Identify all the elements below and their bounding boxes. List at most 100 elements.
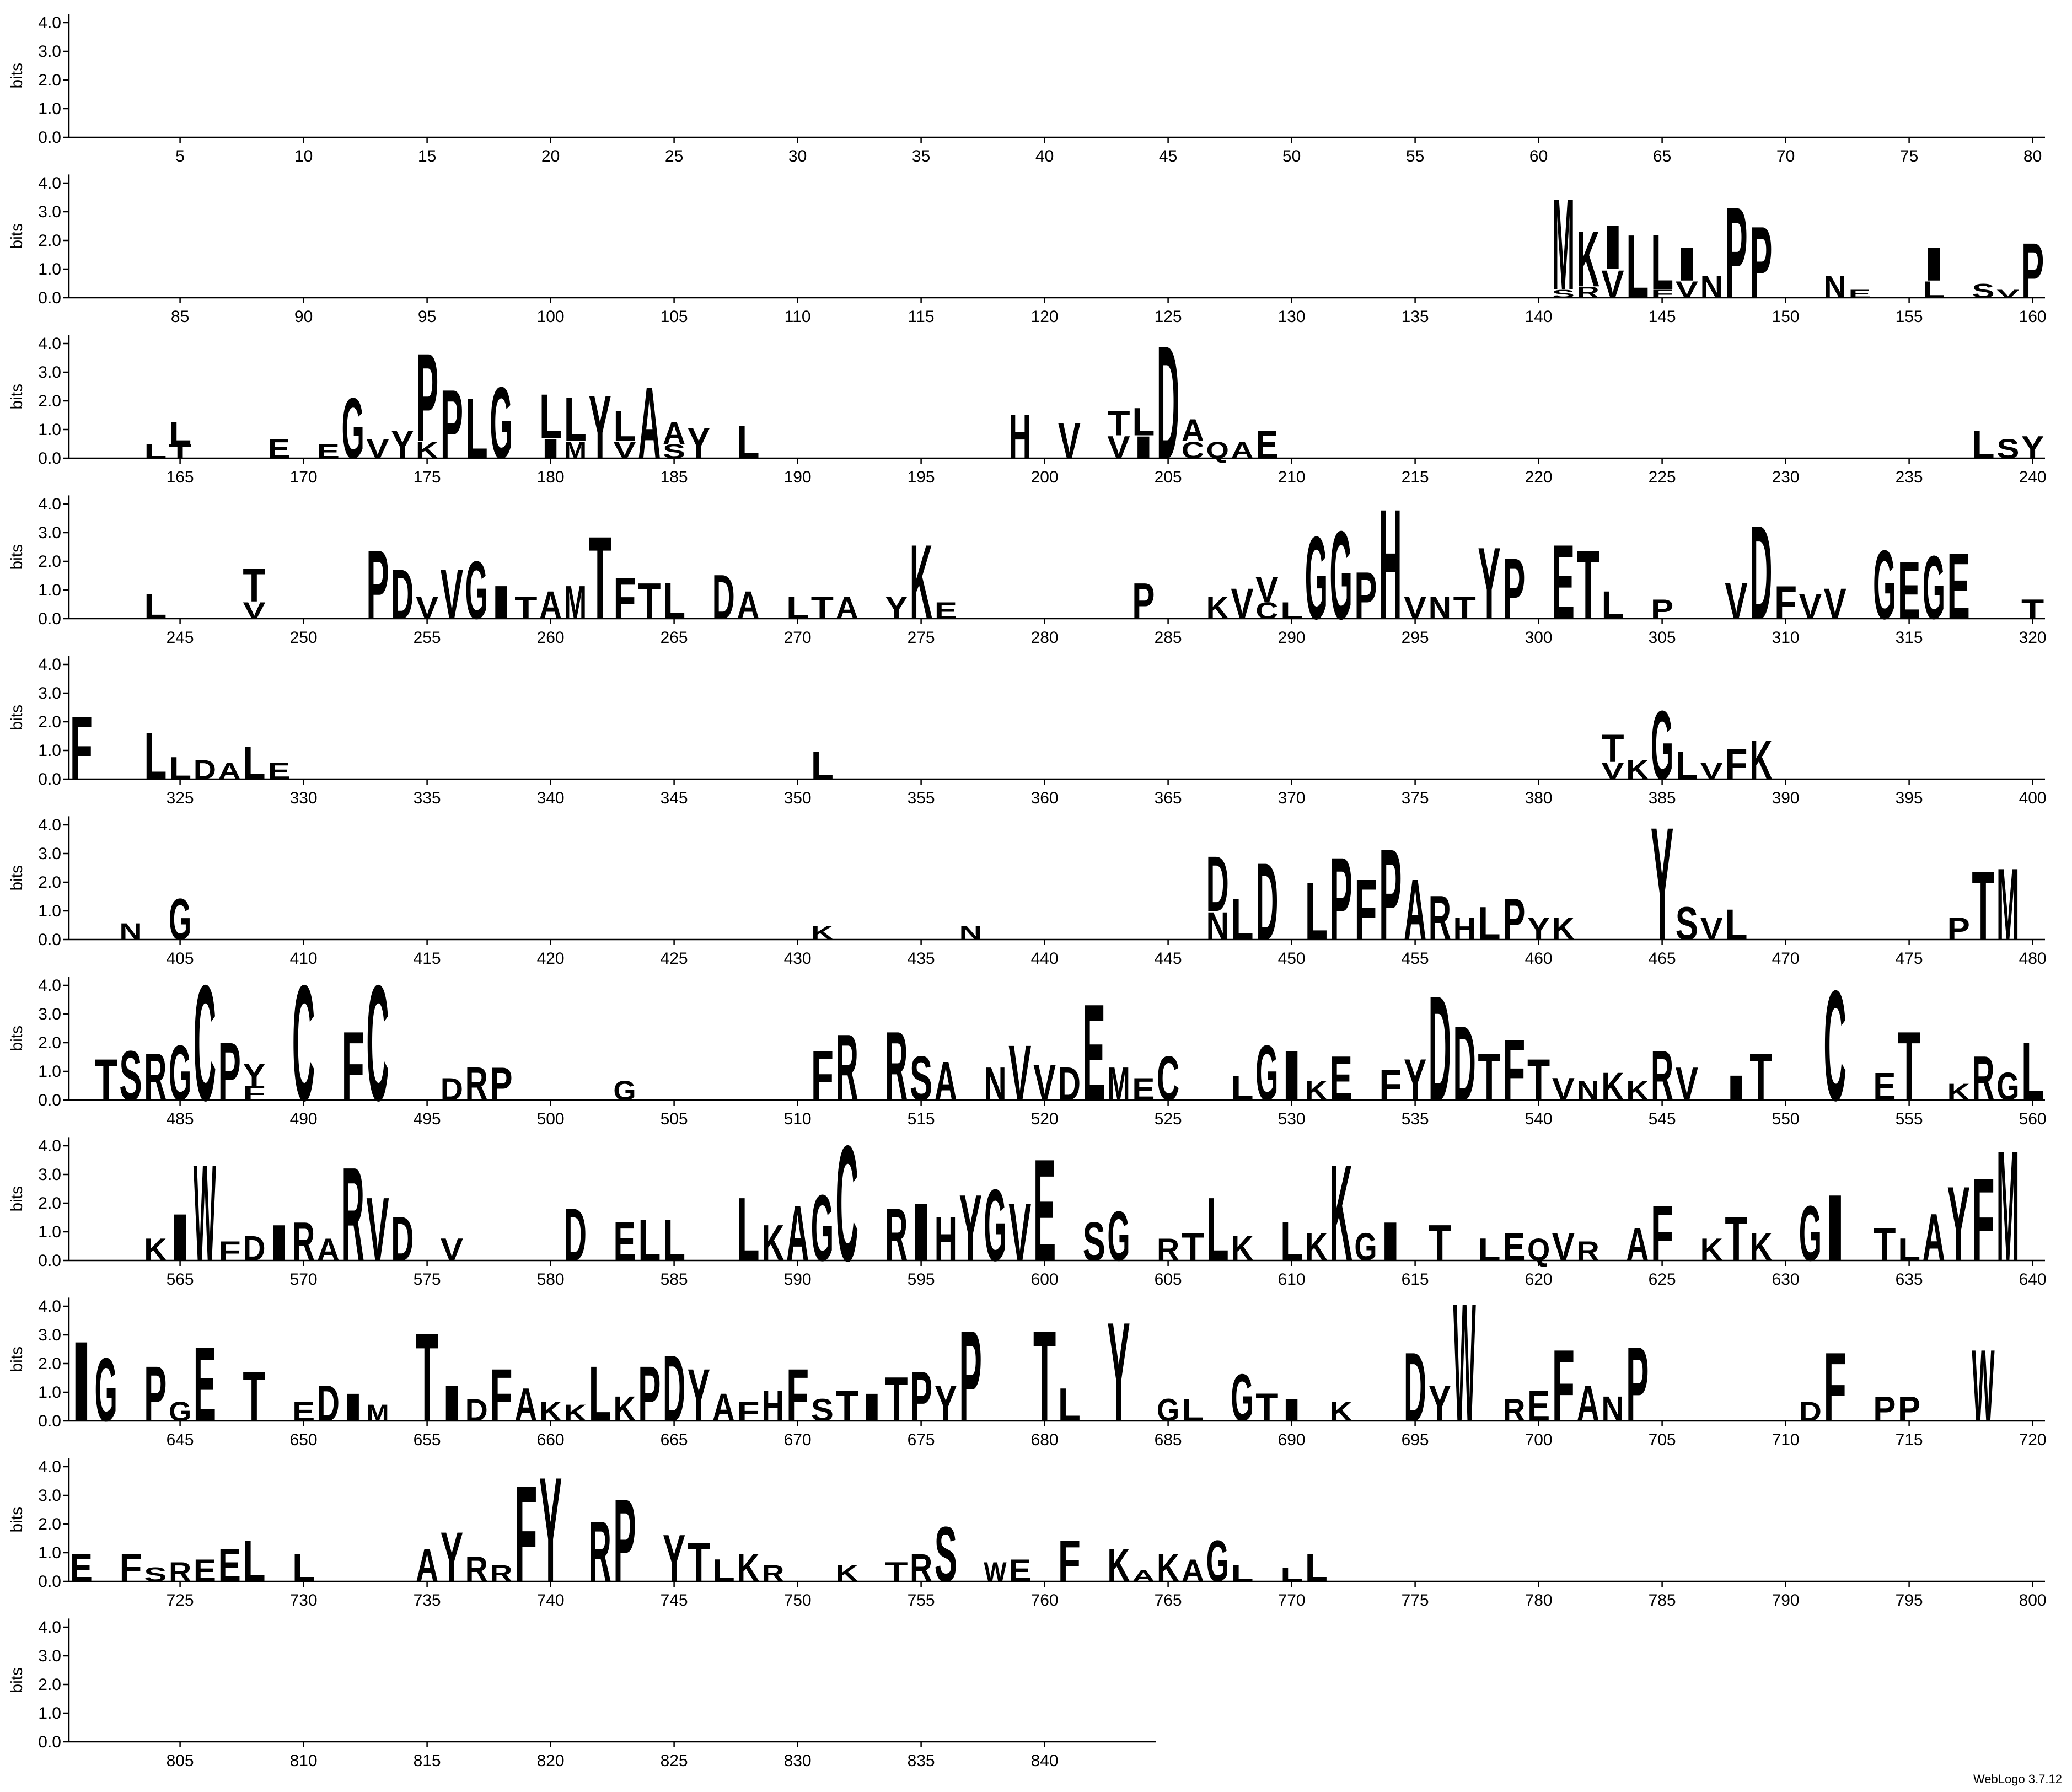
y-tick-label: 1.0 [38,100,61,118]
x-tick-label: 40 [1035,147,1054,165]
x-tick-label: 260 [537,629,565,647]
letter: A [539,583,562,627]
letter: E [317,441,340,463]
letter: Y [589,377,611,478]
letter: Y [663,1522,685,1596]
x-tick-label: 535 [1402,1110,1429,1128]
letter: F [613,566,636,632]
x-tick-label: 435 [908,949,935,968]
x-tick-label: 790 [1772,1591,1800,1609]
letter: I [70,1318,93,1446]
letter: L [169,752,191,786]
y-axis-label: bits [8,1667,26,1693]
x-tick-label: 820 [537,1752,565,1770]
logo-row: bits 0.0 1.0 2.0 3.0 4.0 725 730 735 740 745 750 755… [8,1446,2047,1613]
letter: A [1626,1217,1649,1271]
letter: R [465,1550,488,1590]
x-tick-label: 505 [661,1110,688,1128]
letter: T [589,513,611,645]
letter: E [1330,1044,1352,1114]
x-tick-label: 565 [167,1270,194,1289]
letter: P [218,1026,241,1118]
letter: M [366,1399,389,1426]
letter: W [194,1137,216,1290]
letter: L [243,1529,265,1595]
letter: Y [1527,912,1550,947]
letter: N [1601,1389,1624,1429]
x-tick-label: 760 [1031,1591,1059,1609]
y-tick-label: 1.0 [38,902,61,920]
letter: I [169,1201,191,1275]
letter: E [1132,1072,1155,1107]
letter: T [1725,1204,1747,1274]
letter: F [1379,1061,1402,1109]
letter: V [613,437,636,463]
letter: D [1206,840,1229,928]
letter: S [1676,897,1698,950]
x-tick-label: 430 [784,949,812,968]
letter: P [1379,823,1402,968]
letter: K [737,1546,759,1590]
y-tick-label: 3.0 [38,1326,61,1344]
letter: R [589,1504,611,1601]
letter: E [292,1396,315,1427]
letter: D [1453,1005,1476,1123]
letter: I [267,1215,290,1272]
x-tick-label: 355 [908,789,935,807]
letter: Y [539,1446,562,1613]
x-tick-label: 205 [1155,468,1182,486]
letter: T [1182,1225,1204,1269]
letter: P [1749,206,1772,320]
x-tick-label: 25 [665,147,683,165]
letter: M [564,576,587,629]
letter: G [1305,513,1328,645]
x-tick-label: 115 [908,308,935,326]
letter: T [836,1382,858,1430]
y-tick-label: 2.0 [38,1194,61,1212]
y-tick-label: 2.0 [38,392,61,410]
x-tick-label: 675 [908,1431,935,1449]
letter: Y [959,1176,982,1281]
logo-row: bits 0.0 1.0 2.0 3.0 4.0 565 570 575 580 585 590 595… [8,1111,2047,1295]
letter: N [119,918,142,945]
letter: D [317,1376,340,1432]
letter: K [1749,1225,1772,1269]
letter: E [194,1326,216,1444]
letter: R [910,1546,932,1590]
letter: G [1255,1029,1278,1117]
y-tick-label: 0.0 [38,1252,61,1270]
x-tick-label: 730 [290,1591,318,1609]
x-tick-label: 105 [661,308,688,326]
y-tick-label: 4.0 [38,14,61,32]
letter: T [1873,1217,1896,1271]
x-tick-label: 830 [784,1752,812,1770]
logo-row: bits 0.0 1.0 2.0 3.0 4.0 245 250 255 260 265 270 275… [8,476,2047,652]
letter: S [1972,280,1994,302]
x-tick-label: 715 [1896,1431,1923,1449]
letter: T [243,559,265,612]
x-tick-label: 370 [1278,789,1306,807]
letter: L [1280,1564,1303,1586]
letter: V [1996,287,2020,301]
x-tick-label: 705 [1649,1431,1676,1449]
x-tick-label: 20 [541,147,560,165]
x-tick-label: 340 [537,789,565,807]
x-tick-label: 725 [167,1591,194,1609]
letter: R [342,1140,364,1289]
letter: V [1824,580,1846,628]
letter: L [1478,1233,1500,1268]
y-tick-label: 4.0 [38,495,61,513]
x-tick-label: 750 [784,1591,812,1609]
letter: K [1626,1075,1649,1106]
letter: L [613,402,636,450]
x-tick-label: 245 [167,629,194,647]
letter: K [1330,1396,1352,1427]
letter: T [1527,1048,1550,1113]
letter: D [1058,1057,1081,1110]
letter: C [194,951,216,1135]
letter: R [144,1040,167,1115]
x-tick-label: 75 [1900,147,1918,165]
letter: T [1429,1215,1451,1272]
letter: M [564,437,587,463]
x-tick-label: 165 [167,468,194,486]
